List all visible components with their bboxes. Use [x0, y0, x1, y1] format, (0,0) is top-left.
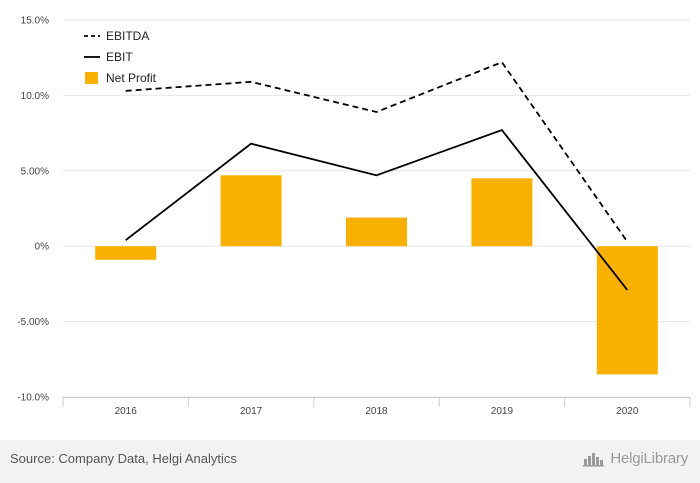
line-ebit — [125, 129, 629, 291]
legend-swatch-net-profit — [85, 72, 98, 84]
source-note: Source: Company Data, Helgi Analytics — [10, 451, 237, 466]
series-lines — [125, 61, 629, 291]
x-tick-label: 2020 — [616, 406, 639, 417]
legend: EBITDA EBIT Net Profit — [84, 29, 157, 85]
x-tick-label: 2017 — [240, 406, 263, 417]
x-axis: 2016 2017 2018 2019 2020 — [62, 397, 691, 417]
brand-name: HelgiLibrary — [610, 449, 688, 467]
footer: Source: Company Data, Helgi Analytics He… — [0, 440, 700, 483]
grid-lines — [63, 19, 690, 398]
y-tick-label: -10.0% — [17, 393, 49, 404]
y-tick-label: 15.0% — [21, 16, 49, 27]
bar-net-profit — [220, 175, 282, 247]
y-tick-label: 0% — [35, 242, 50, 253]
brand-logo: HelgiLibrary — [582, 449, 688, 467]
x-tick-label: 2019 — [491, 406, 514, 417]
legend-label-ebitda: EBITDA — [106, 29, 149, 43]
bar-net-profit — [596, 246, 658, 375]
y-tick-label: 5.00% — [21, 166, 49, 177]
y-axis: -10.0% -5.00% 0% 5.00% 10.0% 15.0% — [17, 16, 49, 404]
x-tick-label: 2016 — [115, 406, 138, 417]
bar-net-profit — [346, 217, 407, 247]
chart: 2016 2017 2018 2019 2020 -10.0% -5.00% 0% 5.00%… — [17, 16, 691, 417]
bar-net-profit — [95, 246, 157, 260]
y-tick-label: 10.0% — [21, 91, 49, 102]
legend-label-ebit: EBIT — [106, 50, 133, 64]
bar-net-profit — [471, 178, 533, 247]
legend-label-net-profit: Net Profit — [106, 71, 157, 85]
library-icon — [583, 453, 605, 467]
net-profit-bars — [95, 175, 658, 375]
x-tick-label: 2018 — [365, 406, 388, 417]
y-tick-label: -5.00% — [17, 317, 49, 328]
line-ebitda — [125, 61, 629, 243]
